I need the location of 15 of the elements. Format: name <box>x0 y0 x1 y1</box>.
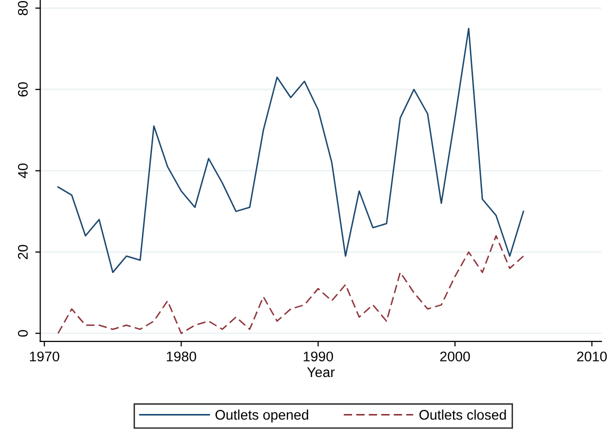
line-series <box>57 235 524 334</box>
x-tick-label: 1980 <box>166 352 196 362</box>
x-tick-label: 1970 <box>30 352 60 362</box>
y-tick-label: 80 <box>18 0 28 16</box>
y-tick-label: 20 <box>18 244 28 260</box>
legend-label: Outlets closed <box>419 410 506 420</box>
y-tick-label: 0 <box>18 330 28 337</box>
x-axis-title: Year <box>307 367 335 378</box>
legend-label: Outlets opened <box>215 410 308 422</box>
x-tick-label: 2000 <box>440 352 470 362</box>
x-tick-label: 1990 <box>304 352 334 362</box>
y-tick-label: 60 <box>18 82 28 96</box>
line-series <box>57 28 524 274</box>
y-tick-label: 40 <box>18 164 28 178</box>
x-tick-label: 2010 <box>577 352 607 362</box>
